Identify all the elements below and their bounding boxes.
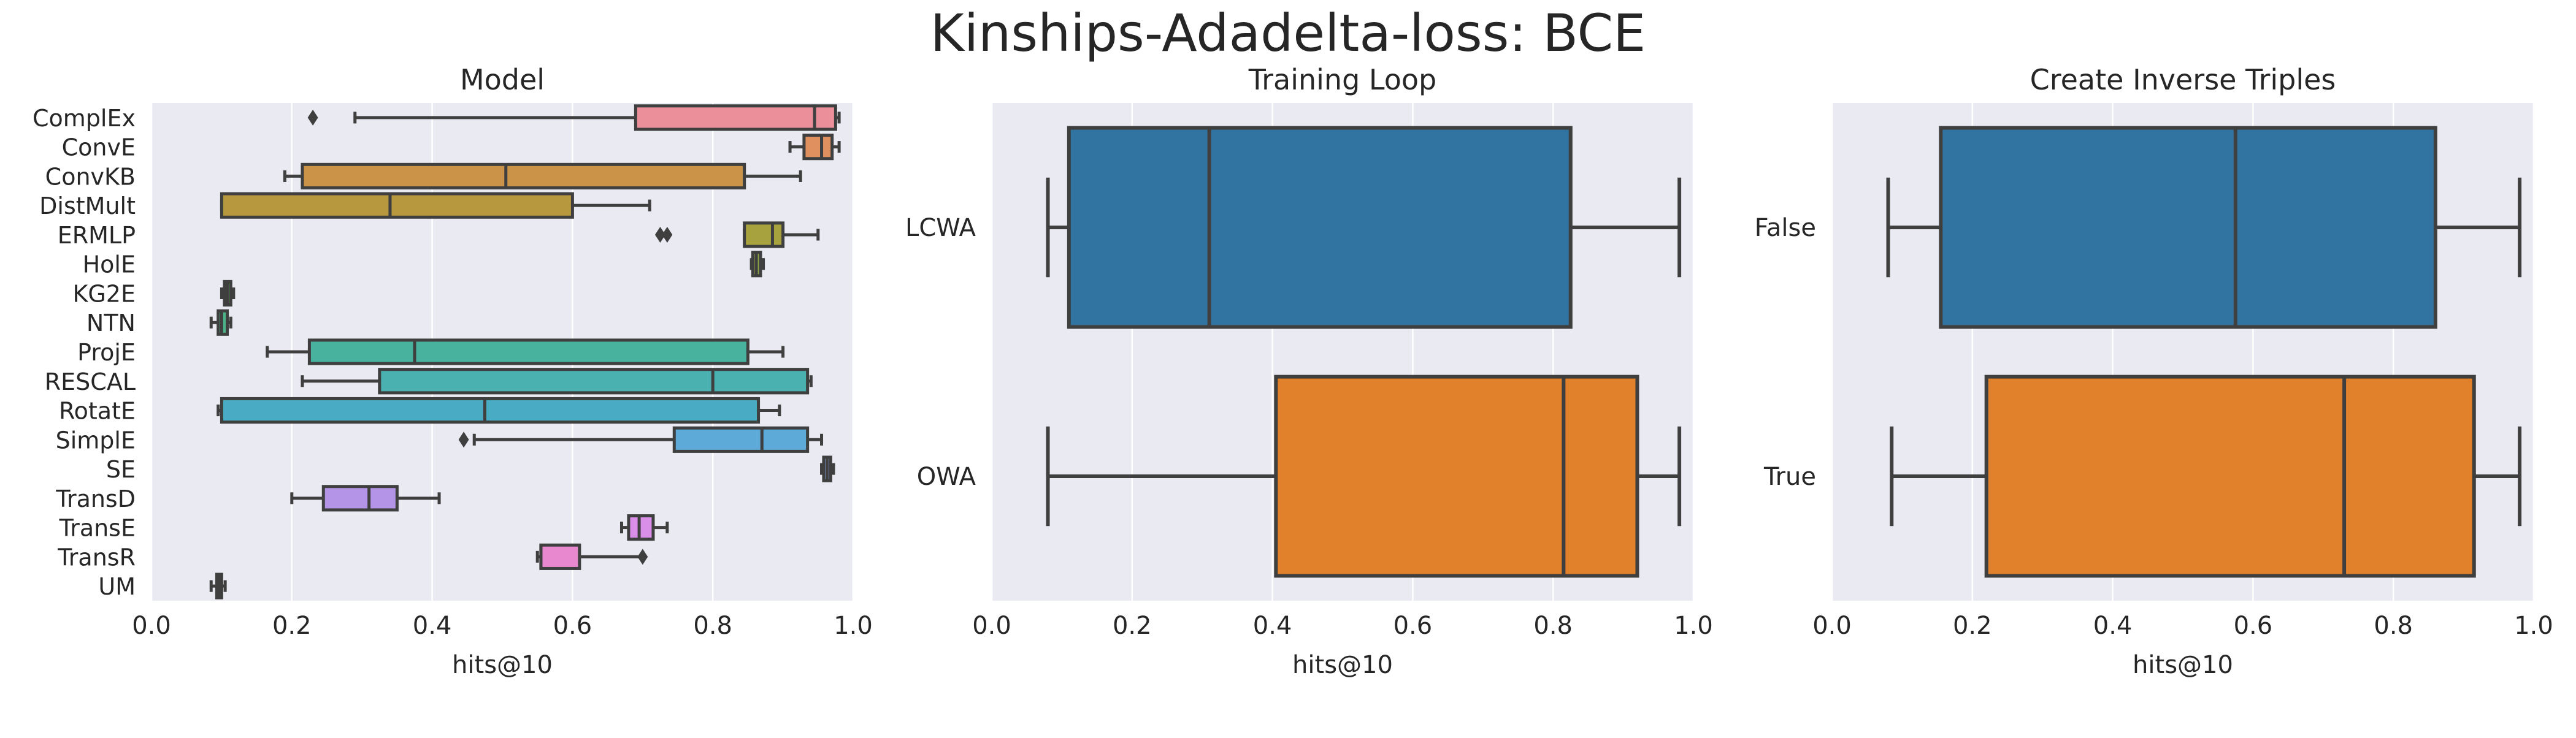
axes-title: Model (460, 63, 545, 96)
box-um (209, 573, 227, 599)
box-iqr (1067, 126, 1573, 329)
box-iqr (220, 397, 761, 424)
x-tick-label: 1.0 (2514, 612, 2553, 640)
box-transe (619, 514, 669, 541)
x-tick-label: 1.0 (1674, 612, 1713, 640)
box-iqr (378, 368, 810, 395)
y-tick-label-false: False (1755, 214, 1816, 242)
x-tick-label: 0.0 (1812, 612, 1852, 640)
y-tick-label-ermlp: ERMLP (58, 222, 136, 249)
x-tick-label: 0.6 (1393, 612, 1433, 640)
x-tick-label: 0.0 (972, 612, 1011, 640)
x-axis-label: hits@10 (1292, 651, 1393, 679)
box-false (1886, 126, 2522, 329)
y-tick-label-conve: ConvE (62, 134, 136, 161)
x-tick-label: 0.2 (272, 612, 312, 640)
y-tick-label-transe: TransE (59, 515, 136, 542)
panel-training-loop: 0.0 0.2 0.4 0.6 0.8 1.0 Training Loop hits@10 LC… (905, 63, 1713, 679)
axes-title: Training Loop (1248, 63, 1436, 96)
outlier-marker (662, 226, 673, 243)
outlier-marker (307, 109, 318, 126)
box-iqr (627, 514, 655, 541)
box-iqr (1984, 375, 2476, 578)
box-lcwa (1046, 126, 1682, 329)
box-conve (788, 134, 841, 161)
box-iqr (220, 192, 574, 219)
y-tick-label-simple: SimplE (56, 427, 136, 454)
box-iqr (743, 221, 785, 248)
y-tick-label-ntn: NTN (86, 310, 136, 337)
box-simple (458, 426, 824, 453)
box-transr (535, 543, 648, 570)
box-se (820, 455, 835, 482)
y-tick-label-hole: HolE (83, 251, 136, 278)
x-tick-label: 0.4 (2093, 612, 2133, 640)
box-iqr (672, 426, 810, 453)
x-tick-label: 0.0 (132, 612, 171, 640)
outlier-marker (637, 549, 648, 565)
y-tick-label-se: SE (106, 456, 136, 483)
y-tick-label-convkb: ConvKB (45, 163, 136, 190)
outlier-marker (458, 432, 469, 448)
y-tick-label-rescal: RESCAL (45, 368, 136, 395)
box-iqr (1274, 375, 1639, 578)
box-hole (749, 251, 765, 278)
x-tick-label: 0.6 (2234, 612, 2273, 640)
y-tick-label-rotate: RotatE (59, 398, 136, 425)
x-tick-label: 0.2 (1113, 612, 1152, 640)
x-axis-label: hits@10 (452, 651, 553, 679)
x-tick-label: 0.4 (413, 612, 452, 640)
box-rotate (217, 397, 781, 424)
x-tick-label: 0.8 (693, 612, 732, 640)
x-tick-label: 1.0 (834, 612, 873, 640)
y-tick-label-kg2e: KG2E (72, 280, 136, 307)
y-tick-label-transr: TransR (57, 544, 136, 571)
x-axis-label: hits@10 (2133, 651, 2233, 679)
x-tick-label: 0.4 (1253, 612, 1292, 640)
panel-create-inverse-triples: 0.0 0.2 0.4 0.6 0.8 1.0 Create Inverse Triples… (1755, 63, 2553, 679)
y-tick-label-complex: ComplEx (33, 105, 136, 132)
y-tick-label-lcwa: LCWA (905, 214, 976, 242)
box-iqr (301, 162, 746, 190)
box-proje (266, 338, 785, 365)
box-complex (307, 104, 841, 131)
y-tick-label-owa: OWA (917, 463, 976, 491)
box-convkb (283, 162, 802, 190)
y-tick-label-um: UM (98, 573, 136, 600)
y-tick-label-true: True (1763, 463, 1816, 491)
x-tick-label: 0.2 (1953, 612, 1992, 640)
y-tick-label-proje: ProjE (77, 339, 136, 366)
box-kg2e (220, 280, 236, 307)
box-ermlp (654, 221, 820, 248)
box-iqr (321, 485, 399, 512)
panel-model: 0.0 0.2 0.4 0.6 0.8 1.0Modelhits@10ComplExCon… (33, 63, 873, 679)
x-tick-label: 0.6 (553, 612, 592, 640)
axes-title: Create Inverse Triples (2030, 63, 2336, 96)
box-iqr (634, 104, 837, 131)
box-iqr (539, 543, 581, 570)
y-tick-label-transd: TransD (55, 485, 136, 512)
figure-title: Kinships-Adadelta-loss: BCE (930, 3, 1646, 63)
box-iqr (802, 134, 834, 161)
box-owa (1046, 375, 1682, 578)
y-tick-label-distmult: DistMult (39, 192, 136, 219)
box-ntn (209, 309, 232, 336)
outlier-marker (654, 226, 665, 243)
x-tick-label: 0.8 (2374, 612, 2413, 640)
box-true (1890, 375, 2522, 578)
box-iqr (307, 338, 749, 365)
x-tick-label: 0.8 (1533, 612, 1573, 640)
box-transd (290, 485, 441, 512)
box-iqr (1939, 126, 2437, 329)
box-rescal (301, 368, 813, 395)
box-distmult (220, 192, 651, 219)
